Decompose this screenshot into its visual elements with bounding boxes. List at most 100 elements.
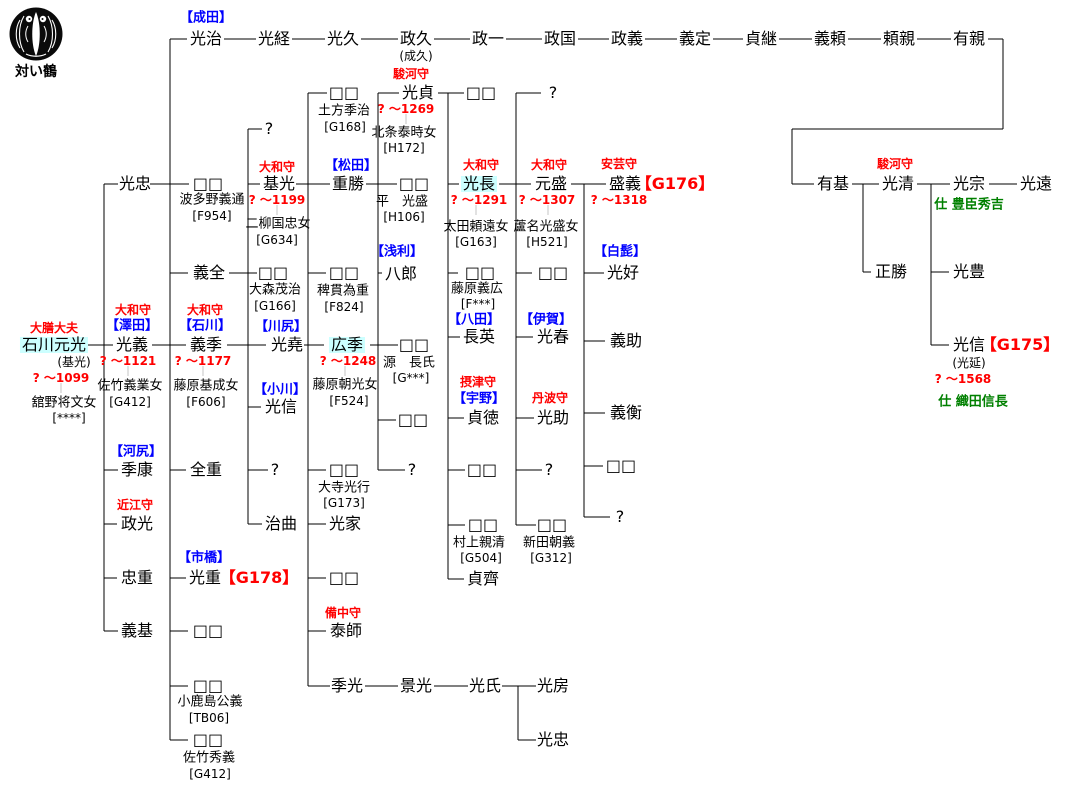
spouse-name: 蘆名光盛女 (513, 219, 579, 235)
person-name: 光忠 (536, 730, 570, 749)
ref-code: [H521] (526, 235, 568, 249)
ref-code: [G412] (189, 767, 231, 781)
spouse-name: 藤原義広 (450, 281, 504, 297)
person-name: 光豊 (952, 262, 986, 281)
person-name: 光遠 (1019, 174, 1053, 193)
official-title-label: 大膳大夫 (29, 321, 79, 335)
lifespan-label: ? ～1121 (99, 354, 157, 368)
branch-label: 【八田】 (447, 312, 501, 328)
branch-label: 【澤田】 (105, 318, 159, 334)
branch-label: 【宇野】 (452, 391, 506, 407)
unknown-person-name: □□ (192, 621, 224, 640)
official-title-label: 大和守 (258, 160, 296, 174)
spouse-name: 新田朝義 (522, 535, 576, 551)
spouse-name: 大森茂治 (248, 282, 302, 298)
official-title-label: 駿河守 (876, 157, 914, 171)
ref-code: [G166] (254, 299, 296, 313)
unknown-person-name: □□ (328, 460, 360, 479)
ref-code: [G634] (256, 233, 298, 247)
person-name: 景光 (399, 676, 433, 695)
person-name: 義頼 (813, 29, 847, 48)
person-name: 光堯 (270, 335, 304, 354)
unknown-person-name: □□ (398, 335, 430, 354)
person-name: 季康 (120, 460, 154, 479)
ref-code: [G312] (530, 551, 572, 565)
spouse-name: 佐竹義業女 (97, 378, 163, 394)
spouse-name: 波多野義通 (179, 192, 245, 208)
lifespan-label: ? ～1177 (174, 354, 232, 368)
person-name: 光忠 (118, 174, 152, 193)
person-name: 基光 (262, 174, 296, 193)
person-name: 政国 (543, 29, 577, 48)
spouse-name: 稗貫為重 (316, 283, 370, 299)
lifespan-label: ? ～1318 (590, 193, 648, 207)
person-name: 義衡 (609, 403, 643, 422)
spouse-connector: ｜ (471, 206, 481, 217)
person-name: 石川元光 (19, 335, 89, 354)
branch-label: 【成田】 (179, 10, 233, 26)
spouse-connector: ｜ (272, 206, 282, 217)
ref-code: [G***] (392, 371, 430, 385)
unknown-person-name: ? (544, 460, 554, 479)
person-name: 有基 (816, 174, 850, 193)
family-crest-icon (9, 7, 63, 61)
chart-ref-label: 【G175】 (980, 335, 1060, 354)
person-name: 光貞 (401, 83, 435, 102)
branch-label: 【伊賀】 (519, 312, 573, 328)
spouse-name: 二柳国忠女 (245, 216, 311, 232)
service-note: 仕 豊臣秀吉 (934, 197, 1004, 213)
spouse-name: 土方季治 (317, 103, 371, 119)
service-note: 仕 織田信長 (938, 394, 1008, 410)
spouse-name: 村上親清 (452, 535, 506, 551)
person-name: 光家 (328, 514, 362, 533)
lifespan-label: ? ～1307 (518, 193, 576, 207)
person-name: 忠重 (120, 568, 154, 587)
unknown-person-name: □□ (605, 456, 637, 475)
official-title-label: 大和守 (462, 158, 500, 172)
official-title-label: 安芸守 (600, 157, 638, 171)
alias-label: (基光) (57, 355, 91, 369)
ref-code: [F606] (186, 395, 226, 409)
person-name: 治曲 (264, 514, 298, 533)
ref-code: [F***] (460, 297, 496, 311)
ref-code: [G504] (460, 551, 502, 565)
lifespan-label: ? ～1199 (248, 193, 306, 207)
person-name: 正勝 (874, 262, 908, 281)
person-name: 光信 (264, 397, 298, 416)
person-name: 政一 (471, 29, 505, 48)
person-name: 光長 (460, 174, 498, 193)
unknown-person-name: ? (548, 83, 558, 102)
unknown-person-name: □□ (536, 515, 568, 534)
spouse-name: 藤原朝光女 (312, 377, 378, 393)
ref-code: [****] (52, 411, 86, 425)
unknown-person-name: ? (407, 460, 417, 479)
person-name: 貞齊 (466, 569, 500, 588)
person-name: 長英 (462, 327, 496, 346)
person-name: 光重 (188, 568, 222, 587)
person-name: 義季 (189, 335, 223, 354)
official-title-label: 近江守 (116, 498, 154, 512)
ref-code: [G168] (324, 120, 366, 134)
person-name: 頼親 (882, 29, 916, 48)
official-title-label: 大和守 (530, 158, 568, 172)
person-name: 八郎 (384, 264, 418, 283)
ref-code: [F524] (329, 394, 369, 408)
spouse-name: 源 長氏 (382, 355, 436, 371)
official-title-label: 大和守 (186, 303, 224, 317)
branch-label: 【白髭】 (593, 244, 647, 260)
spouse-name: 大寺光行 (317, 480, 371, 496)
person-name: 光義 (115, 335, 149, 354)
lifespan-label: ? ～1269 (377, 102, 435, 116)
person-name: 義基 (120, 621, 154, 640)
unknown-person-name: □□ (328, 568, 360, 587)
official-title-label: 駿河守 (392, 67, 430, 81)
unknown-person-name: □□ (398, 174, 430, 193)
lifespan-label: ? ～1568 (934, 372, 992, 386)
person-name: 重勝 (331, 174, 365, 193)
spouse-connector: ｜ (123, 367, 133, 378)
unknown-person-name: ? (264, 119, 274, 138)
ref-code: [H172] (383, 141, 425, 155)
person-name: 元盛 (534, 174, 568, 193)
unknown-person-name: □□ (537, 263, 569, 282)
